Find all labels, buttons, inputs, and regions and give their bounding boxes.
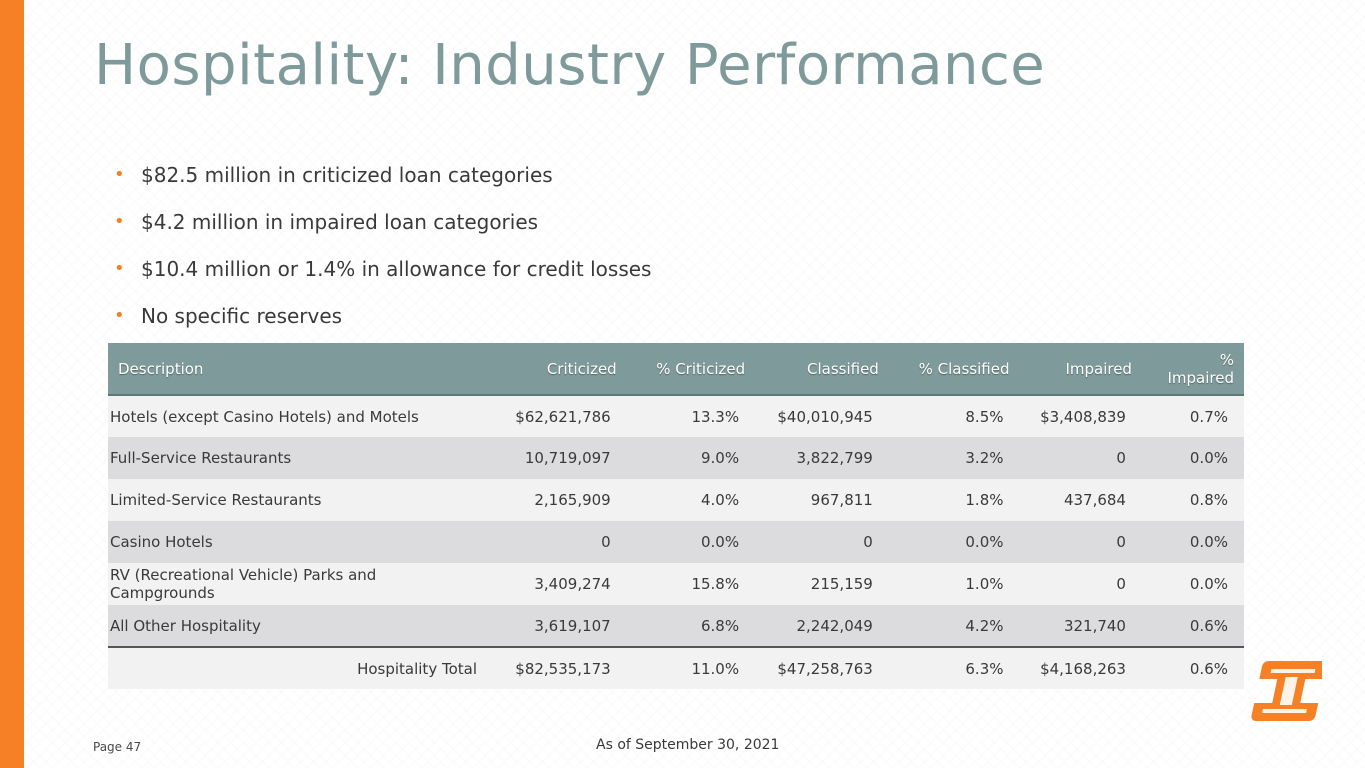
bullet-text: $82.5 million in criticized loan categor… — [141, 163, 553, 187]
cell-pct-criticized: 4.0% — [701, 491, 740, 509]
cell-pct-criticized: 6.8% — [701, 616, 740, 635]
bullet-item: • $4.2 million in impaired loan categorie… — [114, 205, 651, 252]
header-criticized: Criticized — [493, 343, 627, 396]
header-pct-impaired-line2: Impaired — [1167, 368, 1234, 387]
cell-pct-criticized: 15.8% — [691, 575, 740, 593]
table-header-row: Description Criticized % Criticized Clas… — [108, 343, 1244, 396]
bullet-dot-icon: • — [114, 305, 125, 326]
cell-impaired: 0 — [1116, 575, 1126, 593]
cell-pct-classified: 8.5% — [965, 407, 1004, 426]
header-description: Description — [108, 343, 493, 396]
total-classified: $47,258,763 — [755, 646, 889, 689]
cell-description: Limited-Service Restaurants — [110, 491, 322, 509]
cell-description: Hotels (except Casino Hotels) and Motels — [110, 407, 419, 426]
cell-description: RV (Recreational Vehicle) Parks and Campg… — [108, 563, 493, 605]
cell-classified: 3,822,799 — [796, 449, 873, 467]
cell-description: Full-Service Restaurants — [110, 449, 292, 467]
cell-pct-criticized: 13.3% — [691, 407, 740, 426]
page-title: Hospitality: Industry Performance — [94, 33, 1046, 98]
cell-classified: 215,159 — [810, 575, 873, 593]
table-row: Casino Hotels 0 0.0% 0 0.0% 0 0.0% — [108, 521, 1244, 563]
cell-description: Casino Hotels — [110, 533, 213, 551]
bullet-item: • $82.5 million in criticized loan catego… — [114, 158, 651, 205]
cell-criticized: 3,409,274 — [534, 575, 611, 593]
header-classified: Classified — [755, 343, 889, 396]
cell-pct-classified: 1.8% — [965, 491, 1004, 509]
cell-pct-criticized: 9.0% — [701, 449, 740, 467]
cell-impaired: 0 — [1116, 449, 1126, 467]
cell-criticized: 2,165,909 — [534, 491, 611, 509]
cell-pct-classified: 3.2% — [965, 449, 1004, 467]
cell-classified: 2,242,049 — [796, 616, 873, 635]
bullet-dot-icon: • — [114, 258, 125, 279]
table-row: RV (Recreational Vehicle) Parks and Campg… — [108, 563, 1244, 605]
cell-criticized: 0 — [601, 533, 611, 551]
bullet-list: • $82.5 million in criticized loan catego… — [114, 158, 651, 346]
total-pct-criticized: 11.0% — [626, 646, 756, 689]
cell-criticized: $62,621,786 — [515, 407, 611, 426]
header-pct-impaired: % Impaired — [1141, 343, 1244, 396]
cell-description-line1: RV (Recreational Vehicle) Parks and — [110, 566, 377, 584]
bullet-item: • No specific reserves — [114, 299, 651, 346]
cell-classified: 967,811 — [810, 491, 873, 509]
cell-criticized: 3,619,107 — [534, 616, 611, 635]
table-row: All Other Hospitality 3,619,107 6.8% 2,2… — [108, 605, 1244, 647]
cell-classified: $40,010,945 — [777, 407, 873, 426]
cell-pct-classified: 1.0% — [965, 575, 1004, 593]
cell-description: All Other Hospitality — [110, 616, 261, 635]
cell-impaired: 437,684 — [1063, 491, 1126, 509]
bullet-text: $4.2 million in impaired loan categories — [141, 210, 539, 234]
table-row: Full-Service Restaurants 10,719,097 9.0%… — [108, 437, 1244, 479]
cell-criticized: 10,719,097 — [524, 449, 611, 467]
total-pct-classified: 6.3% — [888, 646, 1020, 689]
cell-pct-impaired: 0.0% — [1189, 449, 1228, 467]
bullet-text: $10.4 million or 1.4% in allowance for c… — [141, 257, 652, 281]
table-total-row: Hospitality Total $82,535,173 11.0% $47,… — [108, 646, 1244, 689]
total-impaired: $4,168,263 — [1019, 646, 1142, 689]
bullet-dot-icon: • — [114, 164, 125, 185]
cell-pct-impaired: 0.6% — [1189, 616, 1228, 635]
page-number: Page 47 — [93, 740, 142, 754]
as-of-date: As of September 30, 2021 — [596, 737, 780, 753]
table-row: Limited-Service Restaurants 2,165,909 4.… — [108, 479, 1244, 521]
cell-impaired: 0 — [1116, 533, 1126, 551]
cell-impaired: 321,740 — [1063, 616, 1126, 635]
company-logo-icon — [1251, 661, 1322, 721]
header-impaired: Impaired — [1019, 343, 1142, 396]
cell-pct-impaired: 0.8% — [1189, 491, 1228, 509]
bullet-item: • $10.4 million or 1.4% in allowance for … — [114, 252, 651, 299]
hospitality-table: Description Criticized % Criticized Clas… — [108, 343, 1244, 689]
cell-pct-impaired: 0.0% — [1189, 533, 1228, 551]
cell-pct-classified: 0.0% — [965, 533, 1004, 551]
bullet-text: No specific reserves — [141, 304, 343, 328]
total-label: Hospitality Total — [108, 646, 493, 689]
cell-pct-classified: 4.2% — [965, 616, 1004, 635]
bullet-dot-icon: • — [114, 211, 125, 232]
header-pct-classified: % Classified — [888, 343, 1020, 396]
header-pct-criticized: % Criticized — [626, 343, 756, 396]
left-accent-bar — [0, 0, 24, 768]
cell-pct-impaired: 0.0% — [1189, 575, 1228, 593]
cell-impaired: $3,408,839 — [1040, 407, 1126, 426]
header-pct-impaired-line1: % — [1219, 350, 1234, 369]
cell-pct-impaired: 0.7% — [1189, 407, 1228, 426]
cell-pct-criticized: 0.0% — [701, 533, 740, 551]
cell-classified: 0 — [863, 533, 873, 551]
total-criticized: $82,535,173 — [493, 646, 627, 689]
table-row: Hotels (except Casino Hotels) and Motels… — [108, 395, 1244, 437]
total-pct-impaired: 0.6% — [1141, 646, 1244, 689]
cell-description-line2: Campgrounds — [110, 584, 215, 602]
